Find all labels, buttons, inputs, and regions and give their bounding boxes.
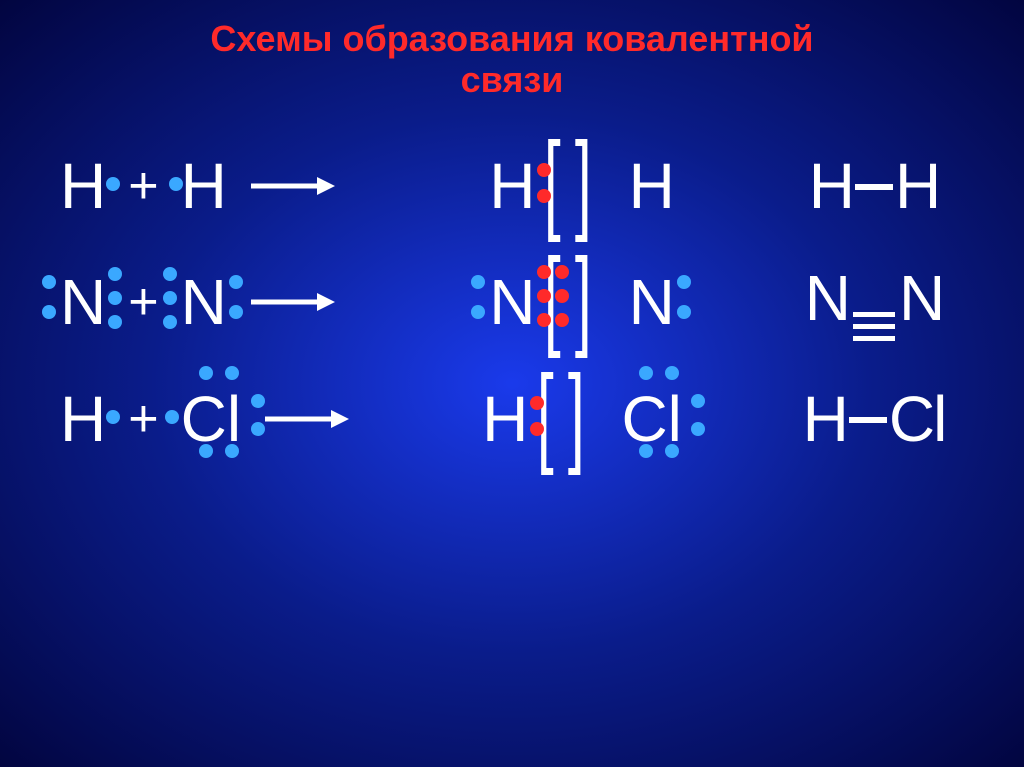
structural-formula: HH xyxy=(809,149,939,223)
element-symbol: N xyxy=(181,266,227,338)
atom-n: N xyxy=(629,265,675,339)
arrow-icon xyxy=(251,175,335,197)
bracket-right: ] xyxy=(575,149,592,215)
lewis-product: N[]N xyxy=(432,265,732,339)
electron-dot xyxy=(163,267,177,281)
electron-dot xyxy=(251,394,265,408)
electron-dot xyxy=(251,422,265,436)
diagram-title: Схемы образования ковалентной связи xyxy=(0,0,1024,101)
single-bond xyxy=(849,417,887,423)
element-symbol: H xyxy=(181,150,227,222)
element-symbol: H xyxy=(803,383,847,455)
electron-dot xyxy=(229,305,243,319)
element-symbol: H xyxy=(60,383,106,455)
electron-dot xyxy=(665,444,679,458)
reactants: H + Cl xyxy=(60,382,400,456)
plus-sign: + xyxy=(128,156,158,216)
single-bond xyxy=(855,184,893,190)
electron-dot xyxy=(471,275,485,289)
atom-n: N xyxy=(181,265,227,339)
electron-dot xyxy=(106,410,120,424)
element-symbol: H xyxy=(489,150,535,222)
plus-sign: + xyxy=(128,272,158,332)
triple-bond xyxy=(853,312,895,341)
reactants: N + N xyxy=(60,265,400,339)
element-symbol: H xyxy=(809,150,853,222)
structural: HH xyxy=(764,149,984,223)
title-line1: Схемы образования ковалентной xyxy=(0,18,1024,59)
electron-dot xyxy=(163,315,177,329)
electron-dot xyxy=(471,305,485,319)
electron-dot xyxy=(42,305,56,319)
electron-dot xyxy=(163,291,177,305)
element-symbol: N xyxy=(805,262,849,334)
electron-dot xyxy=(691,394,705,408)
electron-dot xyxy=(42,275,56,289)
bracket-left: [ xyxy=(544,149,561,215)
element-symbol: Cl xyxy=(889,383,945,455)
atom-n: N xyxy=(489,265,535,339)
element-symbol: N xyxy=(629,266,675,338)
electron-dot xyxy=(691,422,705,436)
atom-h: H xyxy=(60,382,106,456)
bond-row-hydrogen: H+HH[]HHH xyxy=(60,149,984,223)
electron-dot xyxy=(639,444,653,458)
atom-h: H xyxy=(482,382,528,456)
bracket-right: ] xyxy=(568,382,585,448)
electron-dot xyxy=(530,396,544,410)
electron-dot xyxy=(537,189,551,203)
arrow-icon xyxy=(251,291,335,313)
title-line2: связи xyxy=(0,59,1024,100)
electron-dot xyxy=(106,177,120,191)
atom-h: H xyxy=(629,149,675,223)
element-symbol: H xyxy=(482,383,528,455)
element-symbol: N xyxy=(489,266,535,338)
electron-dot xyxy=(108,315,122,329)
element-symbol: N xyxy=(899,262,943,334)
element-symbol: N xyxy=(60,266,106,338)
element-symbol: H xyxy=(895,150,939,222)
atom-cl: Cl xyxy=(181,382,241,456)
atom-h: H xyxy=(181,149,227,223)
plus-sign: + xyxy=(128,389,158,449)
atom-cl: Cl xyxy=(621,382,681,456)
structural: H Cl xyxy=(764,382,984,456)
arrow-icon xyxy=(265,408,349,430)
diagram-rows: H+HH[]HHHN+NN[]NNNH+ClH[]ClHCl xyxy=(0,101,1024,456)
electron-dot xyxy=(665,366,679,380)
electron-dot xyxy=(677,275,691,289)
lewis-product: H[]H xyxy=(432,149,732,223)
electron-dot xyxy=(199,366,213,380)
element-symbol: H xyxy=(629,150,675,222)
electron-dot xyxy=(169,177,183,191)
electron-dot xyxy=(108,291,122,305)
electron-dot xyxy=(530,422,544,436)
electron-dot xyxy=(225,444,239,458)
electron-dot xyxy=(639,366,653,380)
bracket-left: [ xyxy=(537,382,554,448)
structural-formula: H Cl xyxy=(803,382,946,456)
electron-dot xyxy=(555,265,569,279)
atom-h: H xyxy=(60,149,106,223)
bond-row-nitrogen: N+NN[]NNN xyxy=(60,261,984,344)
bond-row-hcl: H+ClH[]ClHCl xyxy=(60,382,984,456)
electron-dot xyxy=(225,366,239,380)
element-symbol: H xyxy=(60,150,106,222)
electron-dot xyxy=(677,305,691,319)
electron-dot xyxy=(555,289,569,303)
structural-formula: NN xyxy=(805,261,943,344)
electron-dot xyxy=(199,444,213,458)
electron-dot xyxy=(229,275,243,289)
atom-n: N xyxy=(60,265,106,339)
bracket-right: ] xyxy=(575,265,592,331)
atom-h: H xyxy=(489,149,535,223)
reactants: H + H xyxy=(60,149,400,223)
electron-dot xyxy=(108,267,122,281)
structural: NN xyxy=(764,261,984,344)
electron-dot xyxy=(555,313,569,327)
electron-dot xyxy=(537,163,551,177)
electron-dot xyxy=(165,410,179,424)
lewis-product: H[] Cl xyxy=(432,382,732,456)
